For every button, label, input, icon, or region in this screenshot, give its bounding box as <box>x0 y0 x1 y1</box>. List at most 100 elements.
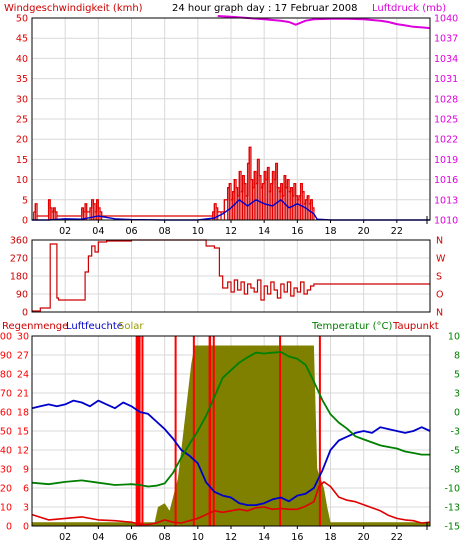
wind-y-tick-label: 20 <box>16 135 28 146</box>
humidity-line <box>31 399 431 507</box>
x-tick-label: 16 <box>291 226 303 237</box>
panel-frame-dir <box>31 239 431 313</box>
x-tick-label: 02 <box>59 226 71 237</box>
direction-y-tick-label: 270 <box>10 254 28 265</box>
wind-y-tick-label: 5 <box>22 195 28 206</box>
x-tick-label: 04 <box>92 532 104 543</box>
dewpoint-header-label: Taupunkt <box>392 321 439 332</box>
compass-tick-label: O <box>436 290 443 301</box>
pressure-y-tick-label: 1028 <box>434 94 458 105</box>
x-tick-label: 20 <box>358 532 370 543</box>
x-tick-label: 10 <box>192 532 204 543</box>
temperature-header-label: Temperatur (°C) <box>311 321 392 332</box>
rain-header-label: Regenmenge <box>2 321 68 332</box>
pressure-y-tick-label: 1037 <box>434 34 458 45</box>
graph-date-title: 24 hour graph day : 17 Februar 2008 <box>172 3 357 14</box>
rain-bar <box>141 336 144 526</box>
compass-tick-label: W <box>436 254 446 265</box>
x-tick-label: 04 <box>92 226 104 237</box>
direction-y-tick-label: 0 <box>22 308 28 319</box>
temperature-y-tick-label: 5 <box>454 370 460 381</box>
pressure-y-tick-label: 1034 <box>434 54 458 65</box>
rain-bar <box>174 336 177 526</box>
x-tick-label: 14 <box>258 532 270 543</box>
pressure-y-tick-label: 1040 <box>434 14 458 25</box>
compass-tick-label: N <box>436 308 443 319</box>
x-tick-label: 02 <box>59 532 71 543</box>
pressure-y-tick-label: 1025 <box>434 115 458 126</box>
temperature-line <box>31 351 430 488</box>
solar-radiation-area <box>32 345 430 526</box>
pressure-y-tick-label: 1010 <box>434 216 458 227</box>
wind-y-tick-label: 50 <box>16 14 28 25</box>
rain-y-tick-label: 90 <box>0 351 12 362</box>
wind-y-tick-label: 15 <box>16 155 28 166</box>
temperature-y-tick-label: 8 <box>454 351 460 362</box>
rain-y-tick-label: 10 <box>0 503 12 514</box>
rain-bar <box>208 336 212 526</box>
humidity-scale-tick-label: 30 <box>17 332 29 343</box>
chart-marks-layer: 0510152025303540455010101013101610191022… <box>0 14 460 544</box>
compass-tick-label: N <box>436 236 443 247</box>
humidity-scale-tick-label: 3 <box>23 503 29 514</box>
wind-y-tick-label: 0 <box>22 216 28 227</box>
humidity-scale-tick-label: 6 <box>23 484 29 495</box>
x-tick-label: 12 <box>225 226 237 237</box>
direction-y-tick-label: 90 <box>16 290 28 301</box>
rain-bar <box>318 336 321 526</box>
wind-y-tick-label: 40 <box>16 54 28 65</box>
dewpoint-line <box>31 481 431 526</box>
wind-y-tick-label: 45 <box>16 34 28 45</box>
pressure-y-tick-label: 1031 <box>434 74 458 85</box>
direction-y-tick-label: 180 <box>10 272 28 283</box>
pressure-y-tick-label: 1019 <box>434 155 458 166</box>
x-tick-label: 16 <box>291 532 303 543</box>
wind-header-label: Windgeschwindigkeit (kmh) <box>4 3 143 14</box>
rain-bar <box>279 336 282 526</box>
rain-y-tick-label: 20 <box>0 484 12 495</box>
rain-y-tick-label: 60 <box>0 408 12 419</box>
x-tick-label: 08 <box>159 532 171 543</box>
pressure-header-label: Luftdruck (mb) <box>372 3 446 14</box>
rain-bar <box>135 336 141 526</box>
pressure-y-tick-label: 1013 <box>434 195 458 206</box>
wind-direction-line <box>32 239 430 312</box>
rain-y-tick-label: 40 <box>0 446 12 457</box>
temperature-y-tick-label: 0 <box>454 408 460 419</box>
temperature-y-tick-label: -13 <box>444 503 460 514</box>
temperature-y-tick-label: -15 <box>444 522 460 533</box>
humidity-header-label: Luftfeuchte <box>66 321 123 332</box>
x-tick-label: 18 <box>324 226 336 237</box>
wind-y-tick-label: 35 <box>16 74 28 85</box>
rain-bar <box>212 336 215 526</box>
humidity-scale-tick-label: 0 <box>23 522 29 533</box>
rain-bar <box>192 336 195 526</box>
temperature-y-tick-label: 10 <box>448 332 460 343</box>
humidity-scale-tick-label: 21 <box>17 389 29 400</box>
solar-header-label: Solar <box>118 321 144 332</box>
wind-y-tick-label: 30 <box>16 94 28 105</box>
x-tick-label: 18 <box>324 532 336 543</box>
rain-y-tick-label: 100 <box>0 332 12 343</box>
humidity-scale-tick-label: 9 <box>23 465 29 476</box>
humidity-scale-tick-label: 12 <box>17 446 29 457</box>
x-tick-label: 06 <box>125 226 137 237</box>
temperature-y-tick-label: 3 <box>454 389 460 400</box>
humidity-scale-tick-label: 27 <box>17 351 29 362</box>
x-tick-label: 22 <box>391 226 403 237</box>
rain-y-tick-label: 30 <box>0 465 12 476</box>
humidity-scale-tick-label: 15 <box>17 427 29 438</box>
compass-tick-label: S <box>436 272 442 283</box>
direction-y-tick-label: 360 <box>10 236 28 247</box>
temperature-y-tick-label: -8 <box>451 465 460 476</box>
x-tick-label: 10 <box>192 226 204 237</box>
wind-average-line <box>32 199 430 221</box>
rain-y-tick-label: 80 <box>0 370 12 381</box>
wind-y-tick-label: 25 <box>16 115 28 126</box>
rain-y-tick-label: 0 <box>6 522 12 533</box>
pressure-line <box>217 15 431 30</box>
wind-y-tick-label: 10 <box>16 175 28 186</box>
x-tick-label: 22 <box>391 532 403 543</box>
